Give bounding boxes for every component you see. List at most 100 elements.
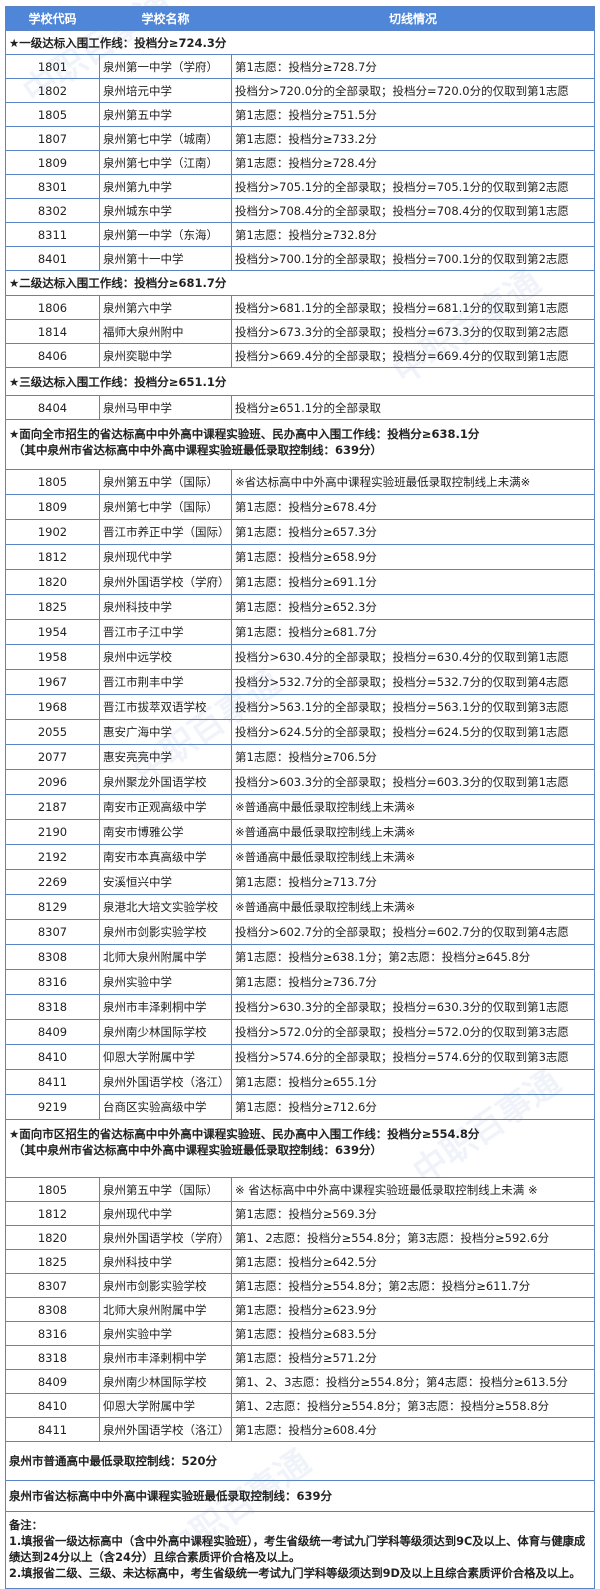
school-name: 泉州第五中学 <box>99 102 232 127</box>
table-row: 8316 泉州实验中学 第1志愿：投档分≥683.5分 <box>5 1321 595 1346</box>
table-row: 2269 安溪恒兴中学 第1志愿：投档分≥713.7分 <box>5 869 595 895</box>
table-row: 1820 泉州外国语学校（学府） 第1志愿：投档分≥691.1分 <box>5 569 595 595</box>
school-name: 泉州市剑影实验学校 <box>99 1273 232 1298</box>
school-name: 泉州外国语学校（洛江） <box>99 1417 232 1442</box>
school-name: 晋江市子江中学 <box>99 619 232 645</box>
school-name: 泉州实验中学 <box>99 969 232 995</box>
school-name: 泉州外国语学校（学府） <box>99 1225 232 1250</box>
school-code: 1807 <box>5 126 100 151</box>
cutoff-status: 投档分>673.3分的全部录取；投档分=673.3分的仅取到第2志愿 <box>231 319 595 344</box>
table-row: 8401 泉州第十一中学 投档分>700.1分的全部录取；投档分=700.1分的仅取… <box>5 246 595 271</box>
school-code: 8316 <box>5 969 100 995</box>
table-row: 8411 泉州外国语学校（洛江） 第1志愿：投档分≥655.1分 <box>5 1069 595 1095</box>
school-code: 2187 <box>5 794 100 820</box>
school-code: 8311 <box>5 222 100 247</box>
table-row: 8307 泉州市剑影实验学校 第1志愿：投档分≥554.8分；第2志愿：投档分≥61… <box>5 1273 595 1298</box>
school-name: 安溪恒兴中学 <box>99 869 232 895</box>
school-code: 2055 <box>5 719 100 745</box>
cutoff-status: 第1志愿：投档分≥608.4分 <box>231 1417 595 1442</box>
cutoff-status: 投档分>669.4分的全部录取；投档分=669.4分的仅取到第1志愿 <box>231 343 595 368</box>
school-code: 1801 <box>5 54 100 79</box>
header-school-name: 学校名称 <box>99 6 232 31</box>
table-row: 2192 南安市本真高级中学 ※普通高中最低录取控制线上未满※ <box>5 844 595 870</box>
section-subtitle: （其中泉州市省达标高中中外高中课程实验班最低录取控制线：639分） <box>13 1143 383 1157</box>
school-name: 北师大泉州附属中学 <box>99 944 232 970</box>
school-code: 8301 <box>5 174 100 199</box>
school-code: 1902 <box>5 519 100 545</box>
school-name: 南安市本真高级中学 <box>99 844 232 870</box>
school-name: 仰恩大学附属中学 <box>99 1044 232 1070</box>
school-code: 1805 <box>5 1177 100 1202</box>
table-row: 8410 仰恩大学附属中学 第1、2志愿：投档分≥554.8分；第3志愿：投档分≥5… <box>5 1393 595 1418</box>
cutoff-status: 第1志愿：投档分≥732.8分 <box>231 222 595 247</box>
table-row: 1814 福师大泉州附中 投档分>673.3分的全部录取；投档分=673.3分的仅取… <box>5 319 595 344</box>
school-name: 泉州市剑影实验学校 <box>99 919 232 945</box>
section-title: ★面向全市招生的省达标高中中外高中课程实验班、民办高中入围工作线：投档分≥638… <box>9 427 480 441</box>
school-code: 8409 <box>5 1369 100 1394</box>
school-name: 南安市正观高级中学 <box>99 794 232 820</box>
cutoff-status: ※普通高中最低录取控制线上未满※ <box>231 819 595 845</box>
table-row: 1820 泉州外国语学校（学府） 第1、2志愿：投档分≥554.8分；第3志愿：投档… <box>5 1225 595 1250</box>
school-name: 泉州现代中学 <box>99 1201 232 1226</box>
cutoff-status: 投档分>681.1分的全部录取；投档分=681.1分的仅取到第1志愿 <box>231 295 595 320</box>
school-code: 8308 <box>5 944 100 970</box>
cutoff-status: 第1志愿：投档分≥642.5分 <box>231 1249 595 1274</box>
section-header: ★面向市区招生的省达标高中中外高中课程实验班、民办高中入围工作线：投档分≥554… <box>5 1119 595 1178</box>
table-row: 1825 泉州科技中学 第1志愿：投档分≥652.3分 <box>5 594 595 620</box>
school-name: 惠安广海中学 <box>99 719 232 745</box>
school-name: 惠安亮亮中学 <box>99 744 232 770</box>
cutoff-status: 第1志愿：投档分≥736.7分 <box>231 969 595 995</box>
cutoff-status: 第1、2志愿：投档分≥554.8分；第3志愿：投档分≥558.8分 <box>231 1393 595 1418</box>
school-name: 泉州现代中学 <box>99 544 232 570</box>
school-name: 泉州科技中学 <box>99 1249 232 1274</box>
table-row: 8316 泉州实验中学 第1志愿：投档分≥736.7分 <box>5 969 595 995</box>
school-code: 2077 <box>5 744 100 770</box>
cutoff-status: 第1志愿：投档分≥706.5分 <box>231 744 595 770</box>
cutoff-status: 第1志愿：投档分≥623.9分 <box>231 1297 595 1322</box>
school-code: 1809 <box>5 494 100 520</box>
table-row: 1802 泉州培元中学 投档分>720.0分的全部录取；投档分=720.0分的仅取到… <box>5 78 595 103</box>
header-cutoff-status: 切线情况 <box>231 6 595 31</box>
section-subtitle: （其中泉州市省达标高中中外高中课程实验班最低录取控制线：639分） <box>13 443 383 457</box>
school-name: 仰恩大学附属中学 <box>99 1393 232 1418</box>
school-code: 8316 <box>5 1321 100 1346</box>
school-code: 1812 <box>5 1201 100 1226</box>
school-code: 2096 <box>5 769 100 795</box>
school-name: 泉州第九中学 <box>99 174 232 199</box>
school-name: 泉州第七中学（国际） <box>99 494 232 520</box>
school-name: 泉州马甲中学 <box>99 395 232 420</box>
table-row: 8311 泉州第一中学（东海） 第1志愿：投档分≥732.8分 <box>5 222 595 247</box>
table-row: 2096 泉州聚龙外国语学校 投档分>603.3分的全部录取；投档分=603.3分的… <box>5 769 595 795</box>
table-row: 2187 南安市正观高级中学 ※普通高中最低录取控制线上未满※ <box>5 794 595 820</box>
cutoff-status: 第1志愿：投档分≥678.4分 <box>231 494 595 520</box>
table-row: 1805 泉州第五中学 第1志愿：投档分≥751.5分 <box>5 102 595 127</box>
school-name: 泉州中远学校 <box>99 644 232 670</box>
cutoff-status: 投档分≥651.1分的全部录取 <box>231 395 595 420</box>
school-name: 泉州南少林国际学校 <box>99 1369 232 1394</box>
cutoff-status: 第1、2志愿：投档分≥554.8分；第3志愿：投档分≥592.6分 <box>231 1225 595 1250</box>
table-row: 1825 泉州科技中学 第1志愿：投档分≥642.5分 <box>5 1249 595 1274</box>
section-header: ★面向全市招生的省达标高中中外高中课程实验班、民办高中入围工作线：投档分≥638… <box>5 419 595 470</box>
school-name: 福师大泉州附中 <box>99 319 232 344</box>
school-code: 8307 <box>5 919 100 945</box>
school-code: 1820 <box>5 1225 100 1250</box>
cutoff-status: 投档分>532.7分的全部录取；投档分=532.7分的仅取到第4志愿 <box>231 669 595 695</box>
table-row: 8409 泉州南少林国际学校 投档分>572.0分的全部录取；投档分=572.0分的… <box>5 1019 595 1045</box>
table-row: 8129 泉港北大培文实验学校 ※普通高中最低录取控制线上未满※ <box>5 894 595 920</box>
table-row: 1801 泉州第一中学（学府） 第1志愿：投档分≥728.7分 <box>5 54 595 79</box>
cutoff-status: 第1志愿：投档分≥655.1分 <box>231 1069 595 1095</box>
school-name: 台商区实验高级中学 <box>99 1094 232 1120</box>
school-name: 泉港北大培文实验学校 <box>99 894 232 920</box>
school-name: 泉州第七中学（江南） <box>99 150 232 175</box>
school-code: 9219 <box>5 1094 100 1120</box>
school-code: 8411 <box>5 1069 100 1095</box>
school-name: 泉州城东中学 <box>99 198 232 223</box>
cutoff-status: ※省达标高中中外高中课程实验班最低录取控制线上未满※ <box>231 469 595 495</box>
school-code: 8308 <box>5 1297 100 1322</box>
school-code: 1805 <box>5 469 100 495</box>
cutoff-status: 第1志愿：投档分≥681.7分 <box>231 619 595 645</box>
school-name: 泉州第一中学（东海） <box>99 222 232 247</box>
table-row: 8302 泉州城东中学 投档分>708.4分的全部录取；投档分=708.4分的仅取到… <box>5 198 595 223</box>
table-row: 8308 北师大泉州附属中学 第1志愿：投档分≥638.1分；第2志愿：投档分≥64… <box>5 944 595 970</box>
table-row: 1805 泉州第五中学（国际） ※省达标高中中外高中课程实验班最低录取控制线上未满※ <box>5 469 595 495</box>
